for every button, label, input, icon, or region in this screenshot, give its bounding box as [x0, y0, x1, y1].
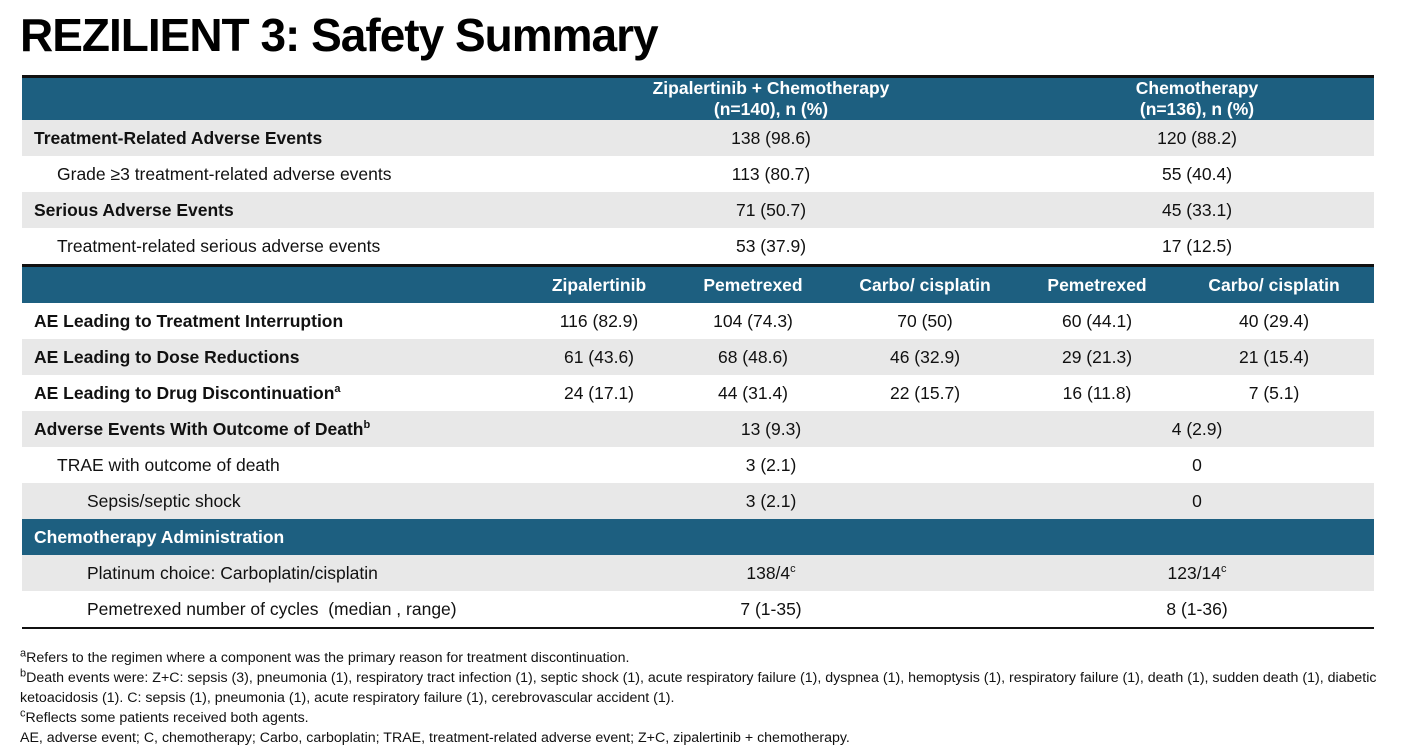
table-row: TRAE with outcome of death 3 (2.1) 0 — [22, 447, 1375, 483]
header-group2-title: Chemotherapy — [1135, 78, 1259, 98]
subheader-pemetrexed-chemo: Pemetrexed — [1020, 264, 1175, 303]
footnotes: aRefers to the regimen where a component… — [20, 648, 1390, 748]
section-header-row: Chemotherapy Administration — [22, 519, 1375, 555]
footnote-marker: c — [790, 562, 796, 575]
cell-value: 22 (15.7) — [830, 375, 1021, 411]
cell-value: 21 (15.4) — [1174, 339, 1375, 375]
cell-value: 138 (98.6) — [522, 120, 1021, 156]
cell-value: 24 (17.1) — [522, 375, 676, 411]
table-row: Pemetrexed number of cycles (median , ra… — [22, 591, 1375, 629]
header-group1-title: Zipalertinib + Chemotherapy — [652, 78, 890, 98]
cell-value: 4 (2.9) — [1020, 411, 1375, 447]
footnote-marker: c — [1221, 562, 1227, 575]
subheader-carbo-cisplatin: Carbo/ cisplatin — [830, 264, 1021, 303]
cell-value: 17 (12.5) — [1020, 228, 1375, 266]
row-label: Pemetrexed number of cycles (median , ra… — [22, 591, 522, 629]
header-blank — [22, 75, 522, 120]
subheader-zipalertinib: Zipalertinib — [522, 264, 676, 303]
cell-value: 3 (2.1) — [522, 447, 1021, 483]
row-label: Serious Adverse Events — [22, 192, 522, 228]
header-group1-n: (n=140), n (%) — [713, 99, 829, 119]
table-row: Adverse Events With Outcome of Deathb 13… — [22, 411, 1375, 447]
footnote-c: cReflects some patients received both ag… — [20, 707, 309, 726]
table-row: Grade ≥3 treatment-related adverse event… — [22, 156, 1375, 192]
row-label: AE Leading to Treatment Interruption — [22, 303, 522, 339]
row-label: Treatment-related serious adverse events — [22, 228, 522, 266]
cell-value: 70 (50) — [830, 303, 1021, 339]
cell-value: 113 (80.7) — [522, 156, 1021, 192]
cell-value: 53 (37.9) — [522, 228, 1021, 266]
header-chemotherapy: Chemotherapy (n=136), n (%) — [1020, 75, 1375, 120]
header-group2-n: (n=136), n (%) — [1139, 99, 1255, 119]
footnote-marker: b — [363, 418, 371, 431]
subheader-carbo-cisplatin-chemo: Carbo/ cisplatin — [1174, 264, 1375, 303]
subheader-blank — [22, 264, 522, 303]
cell-value: 104 (74.3) — [676, 303, 830, 339]
row-label: Adverse Events With Outcome of Deathb — [22, 411, 522, 447]
row-label: Treatment-Related Adverse Events — [22, 120, 522, 156]
row-label: Sepsis/septic shock — [22, 483, 522, 519]
table-row: Serious Adverse Events 71 (50.7) 45 (33.… — [22, 192, 1375, 228]
table-row: Treatment-related serious adverse events… — [22, 228, 1375, 266]
cell-value: 55 (40.4) — [1020, 156, 1375, 192]
cell-value: 3 (2.1) — [522, 483, 1021, 519]
cell-value: 13 (9.3) — [522, 411, 1021, 447]
cell-value: 68 (48.6) — [676, 339, 830, 375]
cell-value: 0 — [1020, 483, 1375, 519]
subheader-pemetrexed: Pemetrexed — [676, 264, 830, 303]
cell-value: 46 (32.9) — [830, 339, 1021, 375]
footnote-marker: a — [334, 382, 341, 395]
row-label: AE Leading to Dose Reductions — [22, 339, 522, 375]
row-label: Grade ≥3 treatment-related adverse event… — [22, 156, 522, 192]
cell-value: 45 (33.1) — [1020, 192, 1375, 228]
table-subheader-row: Zipalertinib Pemetrexed Carbo/ cisplatin… — [22, 264, 1375, 303]
table-row: Treatment-Related Adverse Events 138 (98… — [22, 120, 1375, 156]
table-row: Platinum choice: Carboplatin/cisplatin 1… — [22, 555, 1375, 591]
cell-value: 44 (31.4) — [676, 375, 830, 411]
table-row: AE Leading to Treatment Interruption 116… — [22, 303, 1375, 339]
table-row: Sepsis/septic shock 3 (2.1) 0 — [22, 483, 1375, 519]
cell-value: 71 (50.7) — [522, 192, 1021, 228]
cell-value: 116 (82.9) — [522, 303, 676, 339]
cell-value: 61 (43.6) — [522, 339, 676, 375]
cell-value: 138/4c — [522, 555, 1021, 591]
row-label: AE Leading to Drug Discontinuationa — [22, 375, 522, 411]
cell-value: 0 — [1020, 447, 1375, 483]
row-label: TRAE with outcome of death — [22, 447, 522, 483]
abbreviations: AE, adverse event; C, chemotherapy; Carb… — [20, 730, 850, 746]
table-row: AE Leading to Drug Discontinuationa 24 (… — [22, 375, 1375, 411]
safety-summary-table: Zipalertinib + Chemotherapy (n=140), n (… — [22, 75, 1375, 629]
footnote-a: aRefers to the regimen where a component… — [20, 647, 630, 666]
table-header-row: Zipalertinib + Chemotherapy (n=140), n (… — [22, 75, 1375, 120]
cell-value: 29 (21.3) — [1020, 339, 1175, 375]
cell-value: 123/14c — [1020, 555, 1375, 591]
row-label: Platinum choice: Carboplatin/cisplatin — [22, 555, 522, 591]
section-label: Chemotherapy Administration — [22, 519, 1375, 555]
cell-value: 16 (11.8) — [1020, 375, 1175, 411]
cell-value: 40 (29.4) — [1174, 303, 1375, 339]
cell-value: 120 (88.2) — [1020, 120, 1375, 156]
footnote-b: bDeath events were: Z+C: sepsis (3), pne… — [20, 667, 1377, 706]
cell-value: 60 (44.1) — [1020, 303, 1175, 339]
cell-value: 7 (1-35) — [522, 591, 1021, 629]
page-title: REZILIENT 3: Safety Summary — [20, 9, 659, 61]
cell-value: 7 (5.1) — [1174, 375, 1375, 411]
cell-value: 8 (1-36) — [1020, 591, 1375, 629]
table-row: AE Leading to Dose Reductions 61 (43.6) … — [22, 339, 1375, 375]
header-zipalertinib-chemo: Zipalertinib + Chemotherapy (n=140), n (… — [522, 75, 1021, 120]
